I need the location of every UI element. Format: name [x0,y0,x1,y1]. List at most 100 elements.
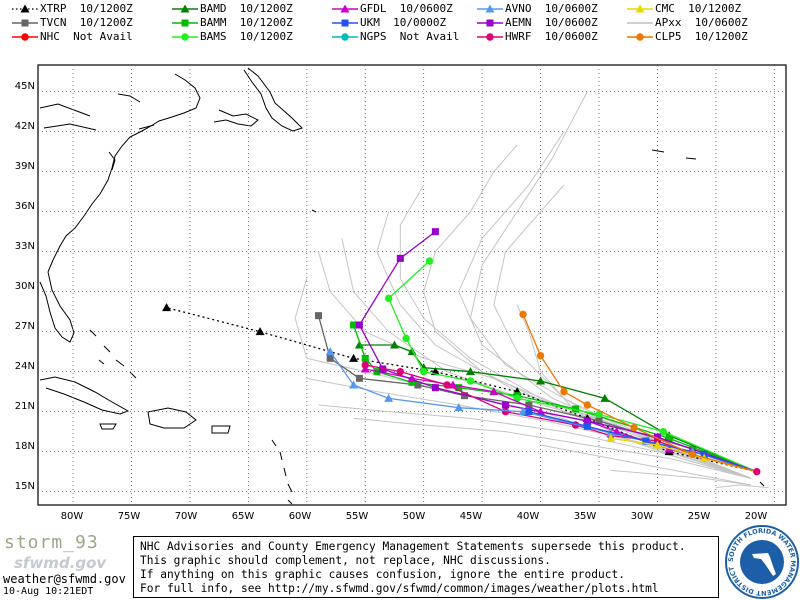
lat-label-33n: 33N [15,241,35,252]
jamaica [99,423,117,430]
legend-marker-xtrp [20,4,30,13]
legend-circle-marker [341,33,349,41]
legend-marker-avno [485,4,495,13]
legend-label-xtrp: XTRP 10/1200Z [40,2,133,15]
legend-label-gfdl: GFDL 10/0600Z [360,2,453,15]
lon-label-65w: 65W [232,511,255,522]
lon-label-20w: 20W [745,511,768,522]
track-point [255,327,265,336]
track-point [408,378,416,386]
track-point [536,376,546,385]
long-island [138,124,155,130]
legend-marker-hwrf [486,33,494,41]
legend-marker-ngps [341,33,349,41]
disclaimer-line: NHC Advisories and County Emergency Mana… [140,540,686,553]
brand-block: storm_93 sfwmd.gov weather@sfwmd.gov 10-… [0,530,135,600]
track-point [349,380,359,389]
lat-lon-grid [38,65,786,505]
track-point [349,353,359,362]
track-aemn [355,228,757,473]
ensemble-track-line [610,469,752,486]
disclaimer-line: If anything on this graphic causes confu… [140,568,625,581]
track-point [583,401,592,409]
track-point [536,351,545,360]
legend-marker-bamd [180,4,190,13]
legend-circle-marker [636,33,644,41]
track-point [355,321,363,329]
legend-label-hwrf: HWRF 10/0600Z [505,30,598,43]
legend-circle-marker [486,33,494,41]
legend-square-marker [486,19,494,27]
model-tracks [162,228,761,476]
hispaniola [147,407,197,429]
legend-marker-bams [181,33,189,41]
bermuda [311,209,317,213]
lat-labels: 45N 42N 39N 36N 33N 30N 27N 24N 21N 18N … [15,81,35,492]
legend-label-avno: AVNO 10/0600Z [505,2,598,15]
track-point [465,367,475,376]
lon-label-35w: 35W [574,511,597,522]
track-point [431,384,439,392]
map-frame [37,64,787,506]
bahamas [89,329,137,379]
legend-square-marker [181,19,189,27]
track-point [455,384,463,392]
legend-label-nhc: NHC Not Avail [40,30,133,43]
chesapeake-bay [108,151,116,171]
lon-label-25w: 25W [688,511,711,522]
seal-inner-disk [740,540,784,584]
track-point [502,401,509,409]
legend-label-cmc: CMC 10/1200Z [655,2,742,15]
legend-marker-cmc [635,4,645,13]
track-point [489,387,499,396]
legend-triangle-marker [180,4,190,13]
track-point [525,401,533,409]
track-point [536,407,546,416]
track-point [583,417,591,425]
track-point [414,381,422,389]
lat-label-45n: 45N [15,81,35,92]
legend-label-bamm: BAMM 10/1200Z [200,16,293,29]
track-point [595,410,603,419]
track-point [560,387,568,396]
track-point [389,340,399,349]
track-point [419,367,428,376]
disclaimer-line: For full info, see http://my.sfwmd.gov/s… [140,582,659,595]
track-point [630,423,638,432]
legend-label-tvcn: TVCN 10/1200Z [40,16,133,29]
legend-marker-clp5 [636,33,644,41]
track-point [454,403,464,412]
track-point [652,440,662,449]
legend-label-ukm: UKM 10/0000Z [360,16,447,29]
track-point [326,354,334,362]
lon-label-40w: 40W [517,511,540,522]
nova-scotia-coast [213,109,259,127]
track-point [402,334,410,343]
lat-label-42n: 42N [15,121,35,132]
disclaimer-box: NHC Advisories and County Emergency Mana… [133,536,719,598]
legend-triangle-marker [340,4,350,13]
lat-label-24n: 24N [15,361,35,372]
great-lakes [39,93,141,131]
legend-marker-aemn [486,19,494,27]
track-point [653,433,661,441]
cape-verde [759,481,765,487]
track-point [525,408,533,416]
track-point [572,405,580,413]
track-point [431,228,439,236]
legend-marker-ukm [341,19,349,27]
storm-origin-point [753,467,761,476]
model-legend: XTRP 10/1200Z BAMD 10/1200Z GFDL 10/0600… [0,0,800,48]
track-point [600,393,610,402]
lon-label-50w: 50W [403,511,426,522]
track-line [166,307,757,473]
legend-label-bams: BAMS 10/1200Z [200,30,293,43]
legend-marker-nhc [21,33,29,41]
lesser-antilles [271,439,293,505]
track-point [659,427,667,436]
track-point [501,407,510,416]
lat-label-18n: 18N [15,441,35,452]
lon-label-55w: 55W [346,511,369,522]
ensemble-track-line [715,484,769,489]
